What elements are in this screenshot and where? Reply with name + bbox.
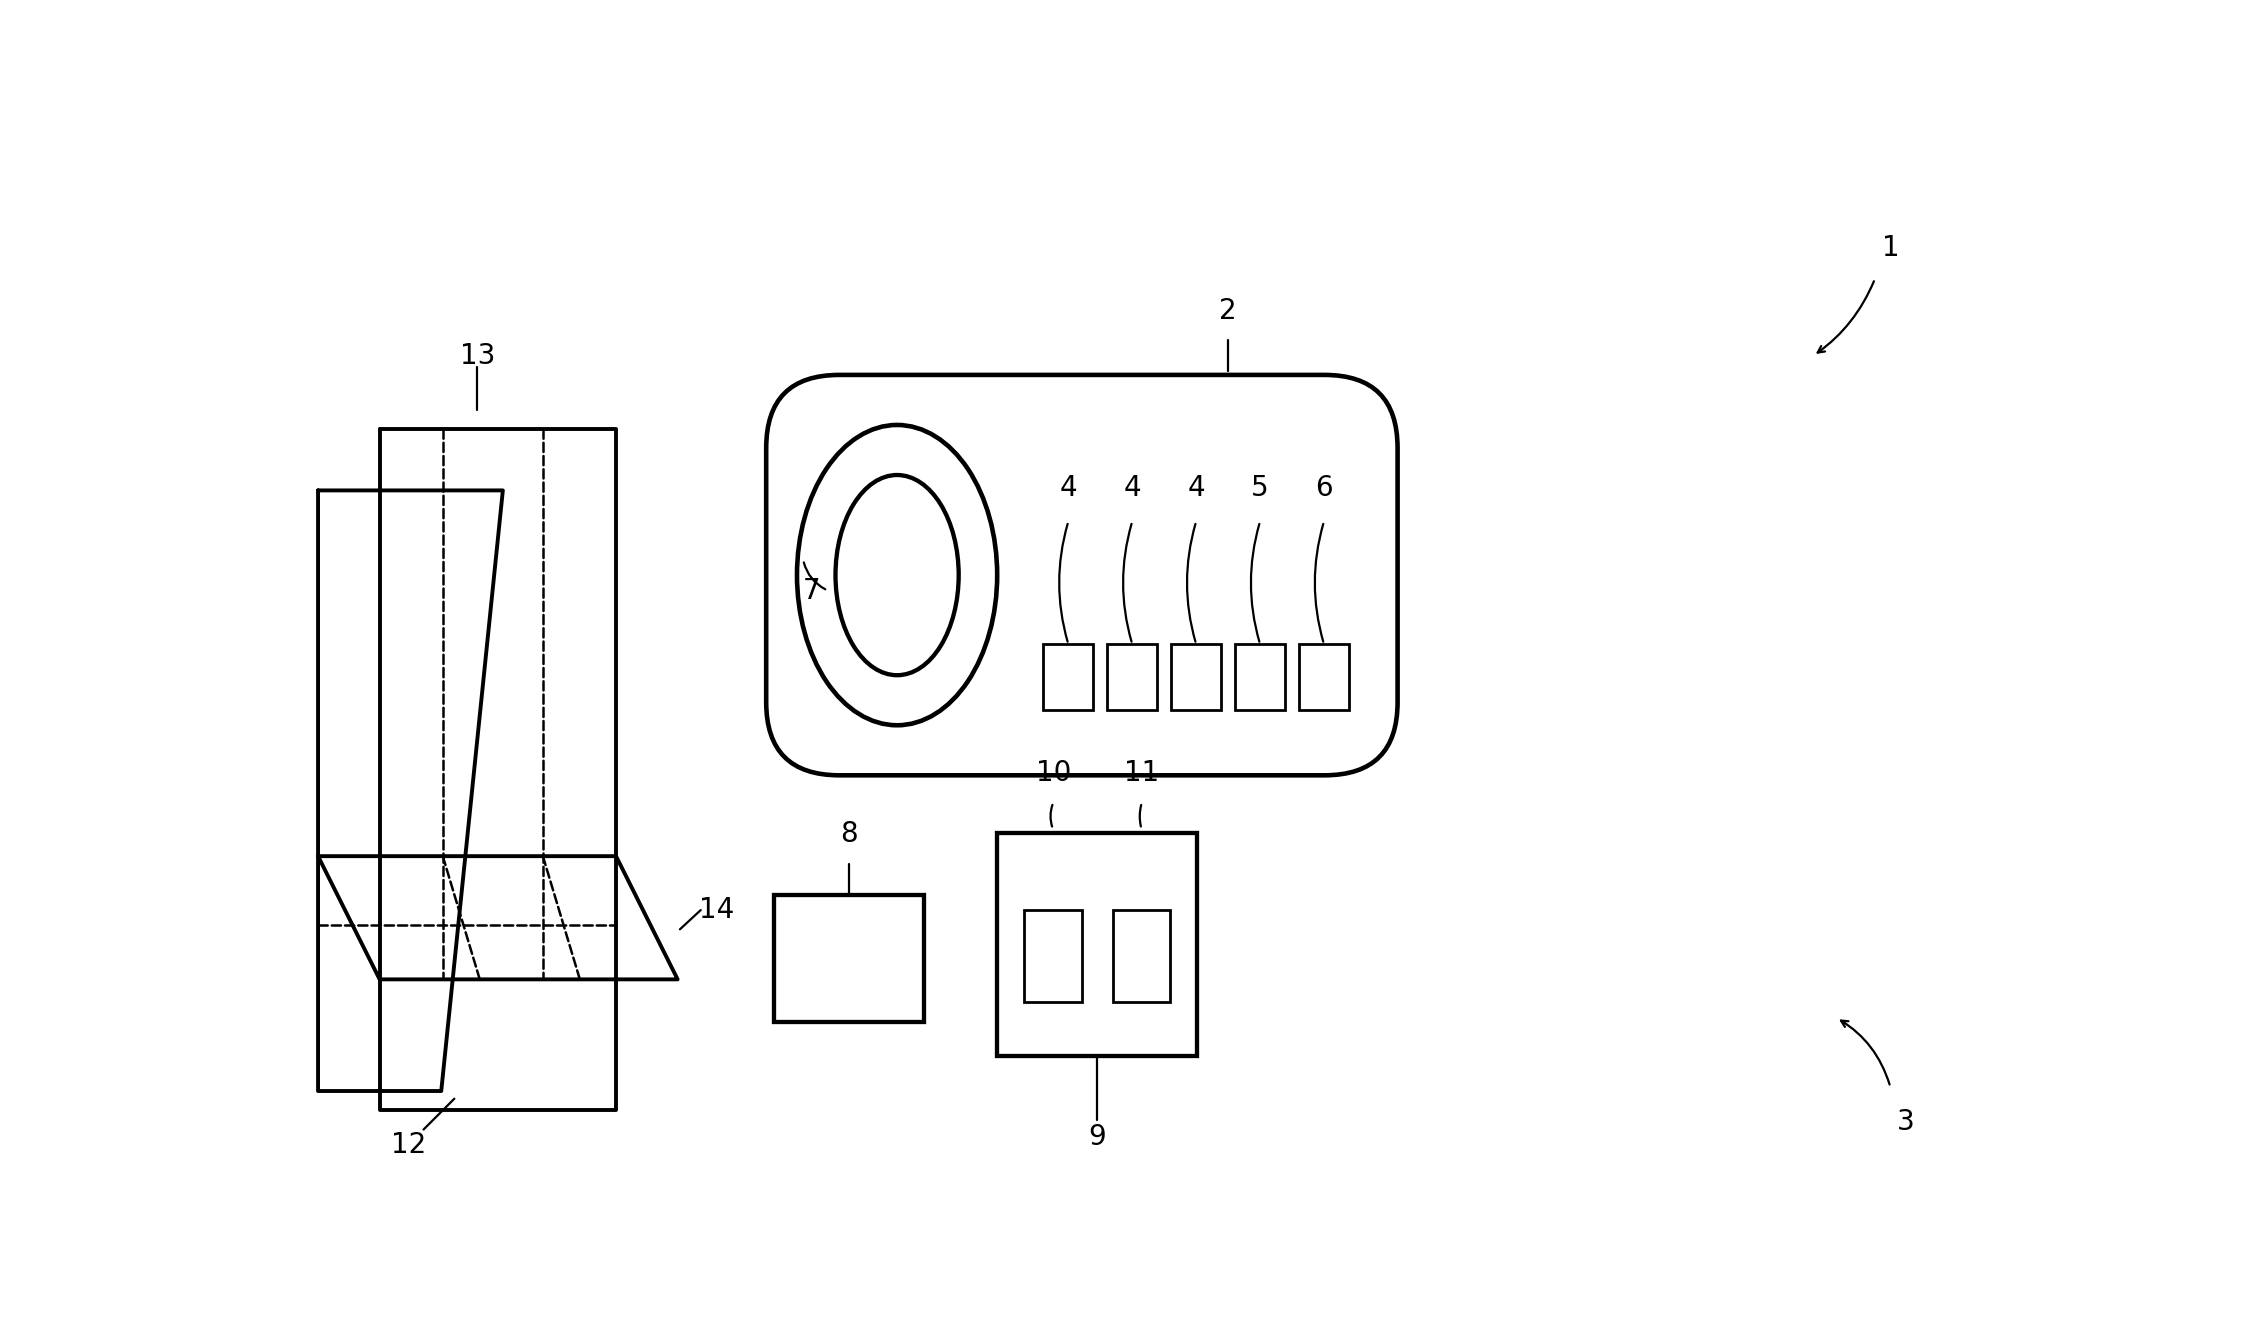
Text: 3: 3 (1896, 1107, 1914, 1135)
Text: 13: 13 (460, 342, 496, 370)
Bar (1024, 910, 1083, 1002)
Bar (1234, 644, 1284, 710)
Text: 4: 4 (1123, 474, 1142, 502)
Bar (1300, 644, 1350, 710)
Ellipse shape (797, 426, 997, 726)
Text: 10: 10 (1035, 759, 1071, 787)
Bar (1108, 644, 1157, 710)
Text: 7: 7 (802, 576, 820, 604)
Bar (775, 895, 924, 1022)
Text: 6: 6 (1316, 474, 1332, 502)
Text: 12: 12 (390, 1131, 426, 1159)
Bar (1044, 644, 1094, 710)
Text: 8: 8 (840, 820, 858, 848)
Text: 11: 11 (1123, 759, 1160, 787)
Text: 5: 5 (1250, 474, 1268, 502)
Text: 14: 14 (698, 896, 734, 924)
Text: 4: 4 (1060, 474, 1078, 502)
Text: 2: 2 (1219, 297, 1237, 325)
Bar (1112, 910, 1171, 1002)
Text: 4: 4 (1187, 474, 1205, 502)
Ellipse shape (836, 475, 958, 675)
Bar (997, 832, 1198, 1057)
Bar (1171, 644, 1221, 710)
FancyBboxPatch shape (766, 375, 1398, 775)
Text: 9: 9 (1089, 1123, 1105, 1151)
Text: 1: 1 (1882, 233, 1898, 261)
